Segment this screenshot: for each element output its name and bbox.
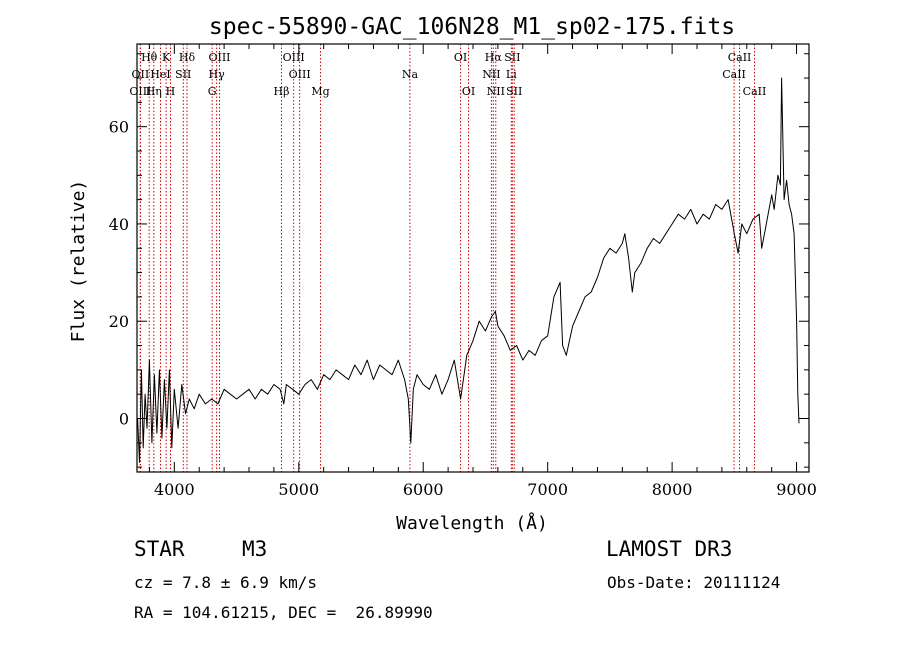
spectrum-line: [137, 77, 800, 463]
line-label: H: [166, 85, 176, 98]
survey-name: LAMOST DR3: [606, 537, 733, 561]
line-label: OII: [132, 68, 150, 81]
redshift-velocity: cz = 7.8 ± 6.9 km/s: [134, 573, 318, 592]
line-label: Hθ: [141, 51, 158, 64]
line-label: OI: [462, 85, 475, 98]
line-label: Li: [506, 68, 517, 81]
x-tick-label: 6000: [403, 480, 444, 499]
line-label: SII: [175, 68, 191, 81]
y-tick-label: 40: [109, 215, 129, 234]
line-label: K: [162, 51, 171, 64]
x-axis-label: Wavelength (Å): [396, 512, 548, 534]
line-label: OIII: [208, 51, 230, 64]
plot-frame: [136, 43, 810, 473]
line-label: OI: [454, 51, 467, 64]
object-subclass: M3: [242, 537, 268, 561]
line-label: Hβ: [274, 85, 290, 98]
line-label: HeI: [150, 68, 170, 81]
coordinates: RA = 104.61215, DEC = 26.89990: [134, 603, 433, 622]
x-tick-label: 5000: [278, 480, 319, 499]
line-label: SII: [506, 85, 522, 98]
line-label: Hδ: [179, 51, 196, 64]
line-label: OIII: [129, 85, 151, 98]
axis-ticks: 4000 5000 6000 7000 8000 9000 0 20 40 60: [109, 44, 817, 499]
line-label: CaII: [728, 51, 752, 64]
y-tick-label: 20: [109, 312, 129, 331]
y-tick-label: 60: [109, 118, 129, 137]
line-label: OIII: [283, 51, 305, 64]
x-tick-label: 4000: [154, 480, 195, 499]
line-label: CaII: [722, 68, 746, 81]
line-label: NII: [482, 68, 500, 81]
x-tick-label: 8000: [652, 480, 693, 499]
line-label: Hγ: [209, 68, 226, 81]
x-tick-label: 9000: [776, 480, 817, 499]
line-markers: [139, 44, 755, 472]
y-axis-label: Flux (relative): [68, 180, 89, 343]
chart-title: spec-55890-GAC_106N28_M1_sp02-175.fits: [209, 14, 735, 40]
line-label: G: [208, 85, 217, 98]
line-label: Mg: [311, 85, 329, 98]
line-label: Na: [402, 68, 419, 81]
line-label: OIII: [289, 68, 311, 81]
line-label: CaII: [743, 85, 767, 98]
line-label: Hα: [485, 51, 503, 64]
y-tick-label: 0: [119, 410, 129, 429]
observation-date: Obs-Date: 20111124: [607, 573, 781, 592]
x-tick-label: 7000: [527, 480, 568, 499]
line-label: SII: [504, 51, 520, 64]
line-label: Hη: [146, 85, 162, 98]
line-label: NII: [487, 85, 505, 98]
object-class: STAR: [134, 537, 185, 561]
